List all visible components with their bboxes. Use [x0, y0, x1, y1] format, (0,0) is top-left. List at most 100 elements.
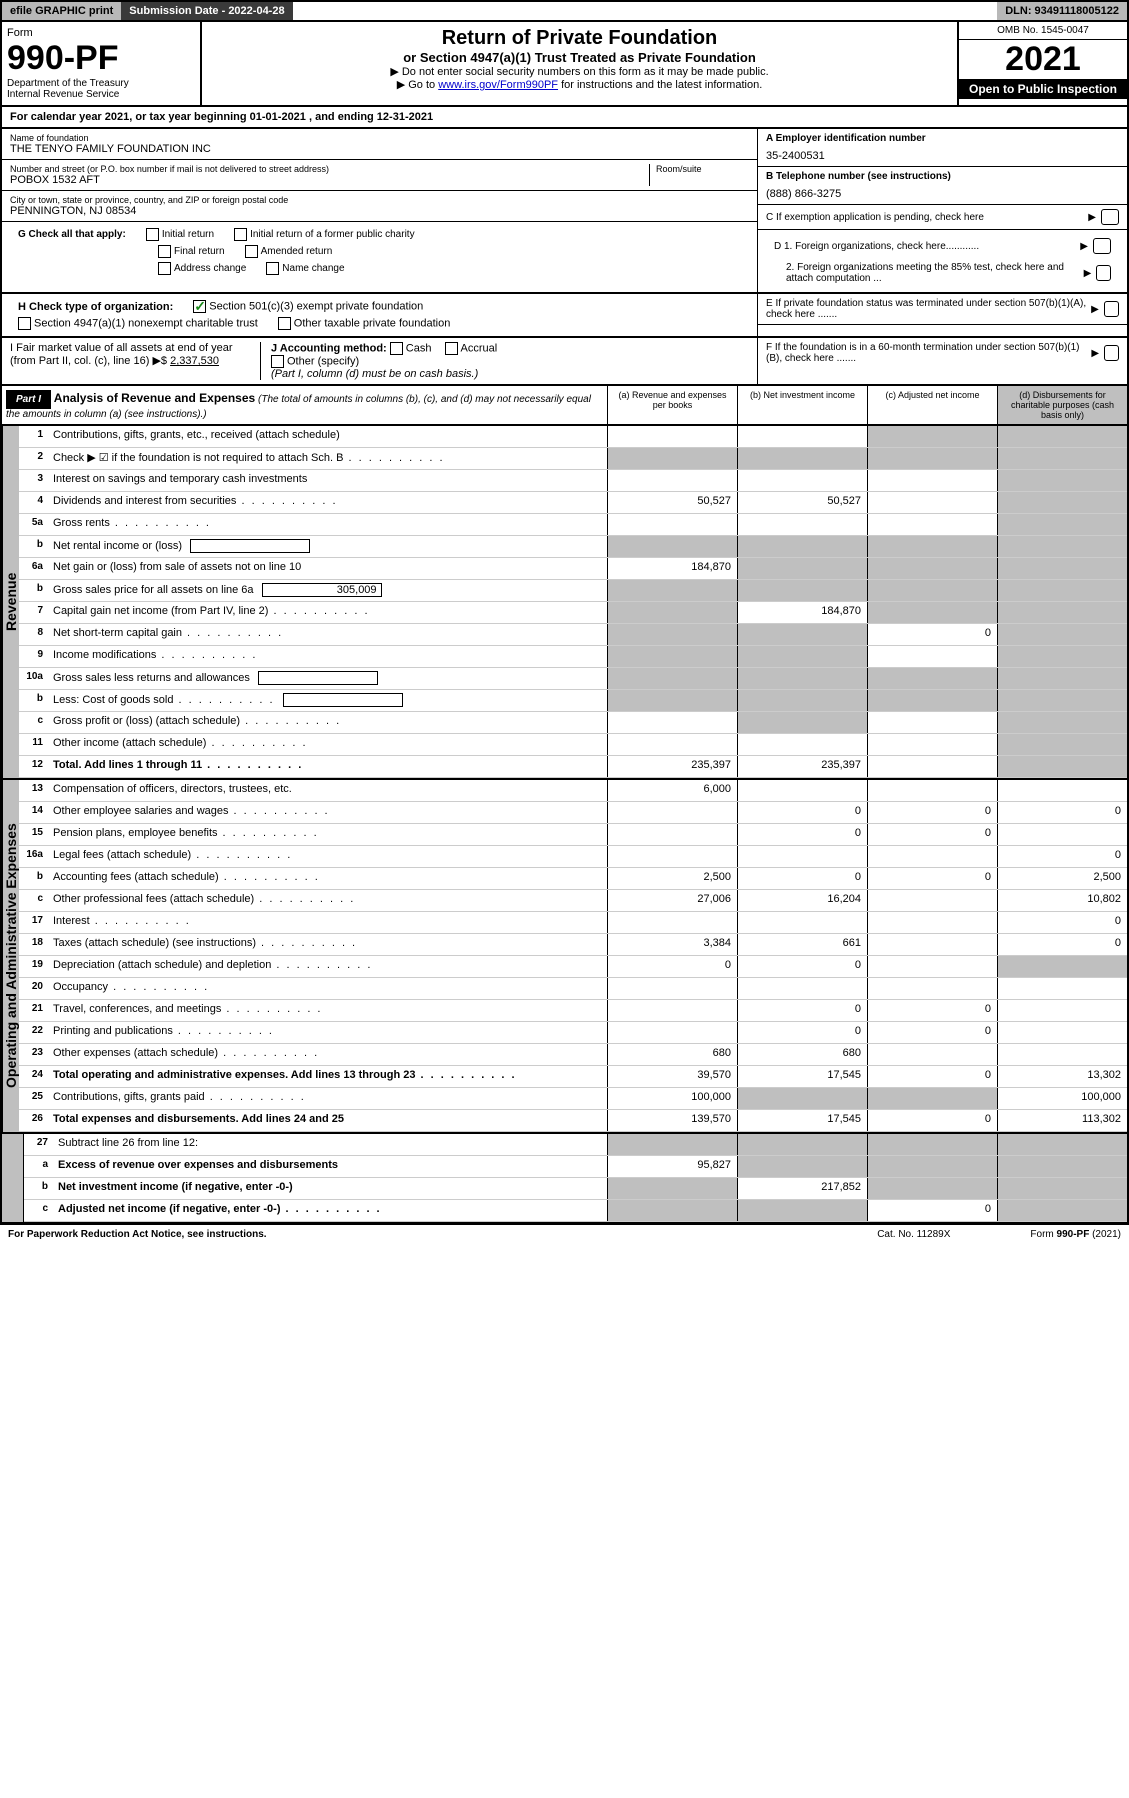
- name-change-checkbox[interactable]: [266, 262, 279, 275]
- amount-cell: [607, 824, 737, 845]
- amount-cell: 0: [737, 1000, 867, 1021]
- amount-cell: [997, 668, 1127, 689]
- revenue-label: Revenue: [2, 426, 19, 778]
- amount-cell: 0: [997, 912, 1127, 933]
- instruction-2: ▶ Go to www.irs.gov/Form990PF for instru…: [207, 78, 952, 91]
- amount-cell: [867, 1156, 997, 1177]
- table-row: 13Compensation of officers, directors, t…: [19, 780, 1127, 802]
- line-description: Other expenses (attach schedule): [49, 1044, 607, 1065]
- form-header: Form 990-PF Department of the Treasury I…: [0, 22, 1129, 107]
- amount-cell: 0: [867, 824, 997, 845]
- irs-link[interactable]: www.irs.gov/Form990PF: [438, 79, 558, 91]
- addr-change-checkbox[interactable]: [158, 262, 171, 275]
- inline-amount: [190, 539, 310, 553]
- table-row: 19Depreciation (attach schedule) and dep…: [19, 956, 1127, 978]
- expenses-section: Operating and Administrative Expenses 13…: [0, 780, 1129, 1134]
- amount-cell: [997, 470, 1127, 491]
- amount-cell: [997, 690, 1127, 711]
- line-description: Less: Cost of goods sold: [49, 690, 607, 711]
- e-checkbox[interactable]: [1104, 301, 1119, 317]
- line-description: Subtract line 26 from line 12:: [54, 1134, 607, 1155]
- line-number: b: [19, 690, 49, 711]
- amount-cell: 0: [737, 956, 867, 977]
- 4947-label: Section 4947(a)(1) nonexempt charitable …: [34, 317, 258, 329]
- table-row: bGross sales price for all assets on lin…: [19, 580, 1127, 602]
- line-number: a: [24, 1156, 54, 1177]
- amount-cell: [737, 912, 867, 933]
- dln: DLN: 93491118005122: [997, 2, 1127, 20]
- line-number: 5a: [19, 514, 49, 535]
- initial-former-checkbox[interactable]: [234, 228, 247, 241]
- exemption-checkbox[interactable]: [1101, 209, 1119, 225]
- amount-cell: [737, 1156, 867, 1177]
- cash-checkbox[interactable]: [390, 342, 403, 355]
- 501c3-checkbox[interactable]: [193, 300, 206, 313]
- amount-cell: [867, 934, 997, 955]
- amount-cell: [867, 978, 997, 999]
- other-tax-checkbox[interactable]: [278, 317, 291, 330]
- amount-cell: [607, 912, 737, 933]
- efile-label[interactable]: efile GRAPHIC print: [2, 2, 121, 20]
- amount-cell: [607, 624, 737, 645]
- footer-left: For Paperwork Reduction Act Notice, see …: [8, 1229, 267, 1240]
- d2-checkbox[interactable]: [1096, 265, 1111, 281]
- amount-cell: 0: [997, 846, 1127, 867]
- line-number: c: [24, 1200, 54, 1221]
- line-number: b: [19, 580, 49, 601]
- amount-cell: [997, 602, 1127, 623]
- line-number: 15: [19, 824, 49, 845]
- line-description: Gross sales less returns and allowances: [49, 668, 607, 689]
- amount-cell: [607, 712, 737, 733]
- 501c3-label: Section 501(c)(3) exempt private foundat…: [209, 300, 423, 312]
- amount-cell: 100,000: [997, 1088, 1127, 1109]
- accrual-checkbox[interactable]: [445, 342, 458, 355]
- part-label: Part I: [6, 390, 51, 409]
- name-label: Name of foundation: [10, 133, 749, 143]
- line-description: Compensation of officers, directors, tru…: [49, 780, 607, 801]
- table-row: bAccounting fees (attach schedule)2,5000…: [19, 868, 1127, 890]
- table-row: 17Interest0: [19, 912, 1127, 934]
- line-description: Taxes (attach schedule) (see instruction…: [49, 934, 607, 955]
- line-description: Other employee salaries and wages: [49, 802, 607, 823]
- amount-cell: [997, 426, 1127, 447]
- table-row: 1Contributions, gifts, grants, etc., rec…: [19, 426, 1127, 448]
- final-return-checkbox[interactable]: [158, 245, 171, 258]
- form-number: 990-PF: [7, 39, 195, 78]
- amount-cell: 0: [867, 1000, 997, 1021]
- amount-cell: [607, 1134, 737, 1155]
- amount-cell: [737, 514, 867, 535]
- 4947-checkbox[interactable]: [18, 317, 31, 330]
- col-d-header: (d) Disbursements for charitable purpose…: [997, 386, 1127, 424]
- line-number: 27: [24, 1134, 54, 1155]
- amended-return-checkbox[interactable]: [245, 245, 258, 258]
- amount-cell: [737, 1134, 867, 1155]
- d1-checkbox[interactable]: [1093, 238, 1111, 254]
- line-description: Depreciation (attach schedule) and deple…: [49, 956, 607, 977]
- amount-cell: [997, 580, 1127, 601]
- other-acct-checkbox[interactable]: [271, 355, 284, 368]
- initial-return-checkbox[interactable]: [146, 228, 159, 241]
- footer-mid: Cat. No. 11289X: [877, 1229, 950, 1240]
- table-row: 24Total operating and administrative exp…: [19, 1066, 1127, 1088]
- line-description: Dividends and interest from securities: [49, 492, 607, 513]
- line-number: b: [19, 868, 49, 889]
- f-checkbox[interactable]: [1104, 345, 1119, 361]
- amount-cell: [607, 1200, 737, 1221]
- line-number: 8: [19, 624, 49, 645]
- cash-label: Cash: [406, 342, 432, 354]
- amount-cell: [867, 514, 997, 535]
- amount-cell: 0: [867, 1066, 997, 1087]
- d2-label: 2. Foreign organizations meeting the 85%…: [774, 262, 1084, 284]
- table-row: cGross profit or (loss) (attach schedule…: [19, 712, 1127, 734]
- line-number: c: [19, 712, 49, 733]
- table-row: 23Other expenses (attach schedule)680680: [19, 1044, 1127, 1066]
- amount-cell: 235,397: [607, 756, 737, 777]
- amount-cell: [867, 956, 997, 977]
- amount-cell: 0: [867, 624, 997, 645]
- amount-cell: [607, 514, 737, 535]
- amount-cell: [867, 448, 997, 469]
- line-description: Interest on savings and temporary cash i…: [49, 470, 607, 491]
- col-a-header: (a) Revenue and expenses per books: [607, 386, 737, 424]
- amount-cell: [737, 558, 867, 579]
- amount-cell: [867, 1178, 997, 1199]
